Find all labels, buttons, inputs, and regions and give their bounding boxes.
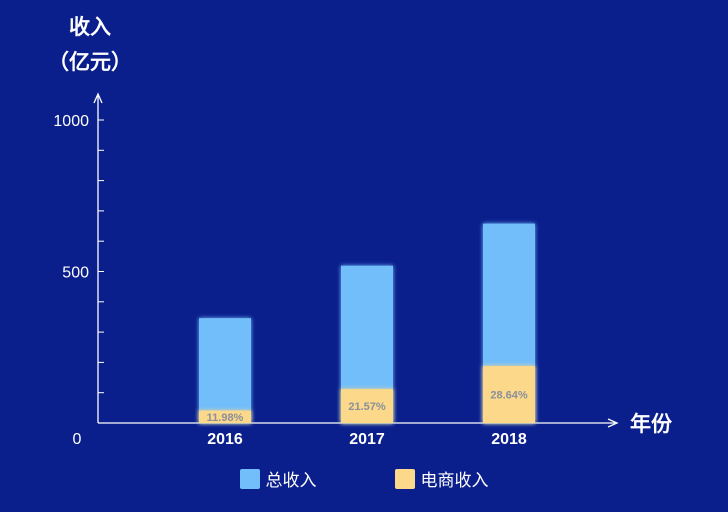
x-axis-title: 年份 [630,412,672,436]
x-tick-label: 2017 [349,431,385,448]
y-tick-label: 1000 [53,113,89,130]
bar-ecommerce-2016 [199,410,251,423]
bar-percent-label: 21.57% [348,401,386,413]
bar-percent-label: 11.98% [207,412,244,424]
bar-ecommerce-2018 [483,366,535,423]
y-tick-label: 500 [62,265,89,282]
legend-swatch-ecommerce [394,468,415,489]
bar-total-2016 [199,318,251,423]
y-tick-label: 0 [73,431,82,448]
bar-percent-label: 28.64% [490,390,528,402]
legend-item-ecommerce: 电商收入 [394,466,489,491]
y-axis-title-line-2: （亿元） [48,50,132,74]
legend-item-total: 总收入 [239,466,317,491]
x-axis-arrow [607,418,619,428]
x-tick-label: 2016 [207,431,243,448]
y-axis-title: 收入 （亿元） [40,10,140,80]
legend: 总收入 电商收入 [0,466,728,491]
y-axis-title-line-1: 收入 [69,15,111,39]
x-tick-label: 2018 [491,431,527,448]
legend-label-ecommerce: 电商收入 [420,471,489,491]
y-axis-arrow [93,92,103,104]
legend-label-total: 总收入 [265,471,317,491]
legend-swatch-total [239,468,260,489]
bar-ecommerce-2017 [341,389,393,423]
